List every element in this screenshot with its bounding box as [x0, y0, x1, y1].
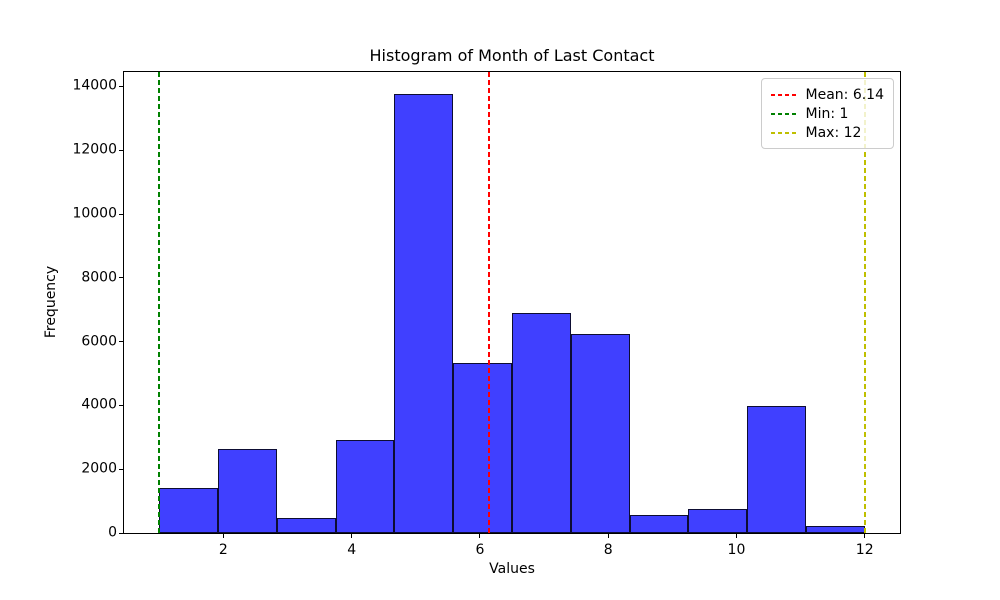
- y-tick-mark: [119, 468, 123, 470]
- plot-area: Mean: 6.14 Min: 1 Max: 12: [123, 71, 901, 534]
- legend-line-sample: [770, 131, 797, 134]
- legend-entry: Mean: 6.14: [770, 85, 884, 104]
- legend-line-sample: [770, 93, 797, 96]
- histogram-bar: [276, 517, 336, 533]
- y-tick-label: 8000: [81, 269, 117, 286]
- y-tick-mark: [119, 149, 123, 151]
- legend-line-sample: [770, 112, 797, 115]
- histogram-bar: [218, 448, 277, 533]
- max-line: [863, 72, 866, 533]
- x-tick-mark: [735, 534, 737, 538]
- x-tick-label: 6: [475, 542, 485, 558]
- y-tick-mark: [119, 404, 123, 406]
- mean-line: [487, 72, 490, 533]
- legend-label: Max: 12: [805, 124, 862, 141]
- x-tick-label: 12: [855, 542, 874, 558]
- min-line: [158, 72, 161, 533]
- y-tick-mark: [119, 532, 123, 534]
- y-tick-label: 10000: [72, 205, 117, 222]
- y-tick-label: 12000: [72, 141, 117, 158]
- bars-layer: [124, 72, 900, 533]
- y-tick-mark: [119, 277, 123, 279]
- y-tick-mark: [119, 85, 123, 87]
- legend-entry: Min: 1: [770, 104, 884, 123]
- x-tick-label: 4: [347, 542, 357, 558]
- x-tick-mark: [864, 534, 866, 538]
- y-tick-label: 14000: [72, 77, 117, 94]
- x-axis-label: Values: [489, 561, 535, 577]
- x-tick-mark: [222, 534, 224, 538]
- histogram-bar: [159, 488, 219, 533]
- histogram-bar: [629, 514, 689, 533]
- y-tick-mark: [119, 341, 123, 343]
- y-tick-label: 2000: [81, 460, 117, 477]
- x-tick-mark: [607, 534, 609, 538]
- histogram-bar: [512, 313, 571, 533]
- histogram-bar: [453, 362, 512, 533]
- histogram-bar: [688, 509, 748, 533]
- x-tick-label: 10: [727, 542, 746, 558]
- legend: Mean: 6.14 Min: 1 Max: 12: [760, 78, 894, 149]
- y-tick-label: 0: [108, 524, 117, 541]
- x-tick-mark: [351, 534, 353, 538]
- x-tick-label: 8: [603, 542, 613, 558]
- histogram-bar: [335, 439, 395, 533]
- histogram-bar: [394, 93, 454, 533]
- chart-title: Histogram of Month of Last Contact: [369, 46, 655, 65]
- legend-entry: Max: 12: [770, 123, 884, 142]
- legend-label: Mean: 6.14: [805, 86, 884, 103]
- x-tick-mark: [479, 534, 481, 538]
- y-tick-mark: [119, 213, 123, 215]
- reference-lines-layer: [124, 72, 900, 533]
- y-tick-label: 4000: [81, 396, 117, 413]
- legend-label: Min: 1: [805, 105, 849, 122]
- y-axis-label: Frequency: [43, 265, 59, 339]
- y-tick-label: 6000: [81, 333, 117, 350]
- histogram-bar: [747, 406, 806, 533]
- histogram-bar: [570, 333, 630, 533]
- x-tick-label: 2: [218, 542, 228, 558]
